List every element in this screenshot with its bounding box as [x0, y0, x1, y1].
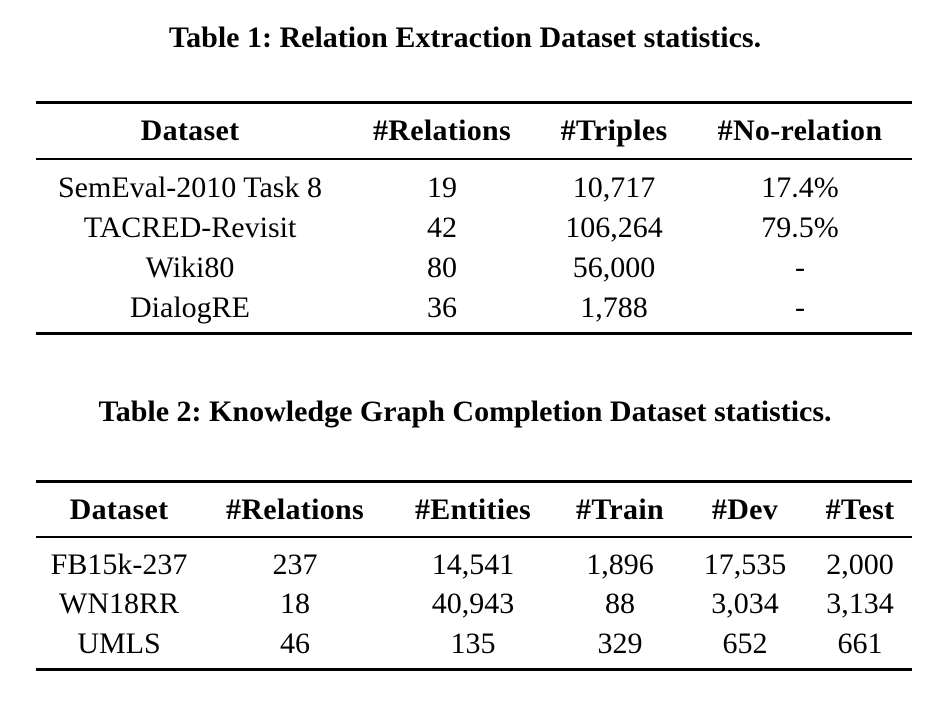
- table1-body: SemEval-2010 Task 8 19 10,717 17.4% TACR…: [36, 160, 912, 332]
- table-cell-relations: 46: [280, 626, 310, 660]
- table-cell-train: 1,896: [586, 547, 654, 581]
- table-cell-relations: 80: [427, 250, 457, 284]
- table2-header-test: #Test: [825, 493, 895, 526]
- table-cell-dataset: DialogRE: [130, 290, 250, 324]
- table-cell-train: 329: [597, 626, 643, 660]
- table1-header-triples: #Triples: [560, 114, 668, 147]
- table-cell-entities: 14,541: [431, 547, 515, 581]
- table-cell-entities: 135: [450, 626, 496, 660]
- table-cell-triples: 1,788: [580, 290, 648, 324]
- table-cell-triples: 10,717: [572, 170, 656, 204]
- table-cell-dev: 3,034: [711, 587, 779, 620]
- table-cell-no-relation: 17.4%: [761, 170, 839, 204]
- table1-top-rule: [36, 101, 912, 104]
- table1-header-relations: #Relations: [373, 114, 511, 147]
- table1-mid-rule: [36, 158, 912, 160]
- table2-mid-rule: [36, 536, 912, 538]
- table-cell-dataset: SemEval-2010 Task 8: [58, 170, 322, 204]
- table-cell-relations: 237: [272, 547, 318, 581]
- table1: Dataset #Relations #Triples #No-relation…: [36, 101, 912, 335]
- table-cell-dataset: UMLS: [77, 626, 161, 660]
- table-cell-triples: 56,000: [572, 250, 656, 284]
- table-row: TACRED-Revisit 42 106,264 79.5%: [36, 208, 912, 248]
- table-cell-no-relation: 79.5%: [761, 210, 839, 244]
- table2-header-train: #Train: [576, 493, 664, 526]
- table-cell-test: 661: [837, 626, 883, 660]
- table-row: Wiki80 80 56,000 -: [36, 248, 912, 288]
- table1-caption: Table 1: Relation Extraction Dataset sta…: [168, 21, 762, 54]
- table-cell-no-relation: -: [795, 250, 805, 284]
- table-row: SemEval-2010 Task 8 19 10,717 17.4%: [36, 168, 912, 208]
- table-cell-dev: 652: [722, 626, 768, 660]
- table2-header-dataset: Dataset: [69, 493, 169, 526]
- table-cell-no-relation: -: [795, 290, 805, 324]
- table-cell-dev: 17,535: [703, 547, 787, 581]
- table-cell-dataset: TACRED-Revisit: [83, 210, 297, 244]
- table-cell-relations: 18: [280, 587, 310, 620]
- table-cell-dataset: WN18RR: [59, 587, 179, 620]
- table-cell-test: 2,000: [826, 547, 894, 581]
- table-row: UMLS 46 135 329 652 661: [36, 624, 912, 664]
- table2-header-row: Dataset #Relations #Entities #Train #Dev…: [36, 483, 912, 536]
- table-row: WN18RR 18 40,943 88 3,034 3,134: [36, 584, 912, 624]
- table-cell-triples: 106,264: [565, 210, 663, 244]
- table-cell-train: 88: [605, 587, 635, 620]
- table-cell-dataset: Wiki80: [145, 250, 235, 284]
- table2-header-relations: #Relations: [226, 493, 364, 526]
- table-cell-test: 3,134: [826, 587, 894, 620]
- table-row: FB15k-237 237 14,541 1,896 17,535 2,000: [36, 545, 912, 585]
- table1-header-dataset: Dataset: [140, 114, 240, 147]
- table2: Dataset #Relations #Entities #Train #Dev…: [36, 480, 912, 671]
- table1-header-no-relation: #No-relation: [717, 114, 883, 147]
- table2-header-entities: #Entities: [414, 493, 532, 526]
- table2-body: FB15k-237 237 14,541 1,896 17,535 2,000 …: [36, 538, 912, 669]
- table-row: DialogRE 36 1,788 -: [36, 288, 912, 328]
- table-cell-dataset: FB15k-237: [50, 547, 188, 581]
- table-cell-relations: 36: [427, 290, 457, 324]
- table1-bottom-rule: [36, 331, 912, 335]
- table2-header-dev: #Dev: [711, 493, 779, 526]
- table-cell-entities: 40,943: [431, 587, 515, 620]
- table2-top-rule: [36, 480, 912, 483]
- table2-bottom-rule: [36, 668, 912, 671]
- table1-header-row: Dataset #Relations #Triples #No-relation: [36, 104, 912, 158]
- table-cell-relations: 42: [427, 210, 457, 244]
- table-cell-relations: 19: [427, 170, 457, 204]
- table2-caption: Table 2: Knowledge Graph Completion Data…: [98, 395, 832, 428]
